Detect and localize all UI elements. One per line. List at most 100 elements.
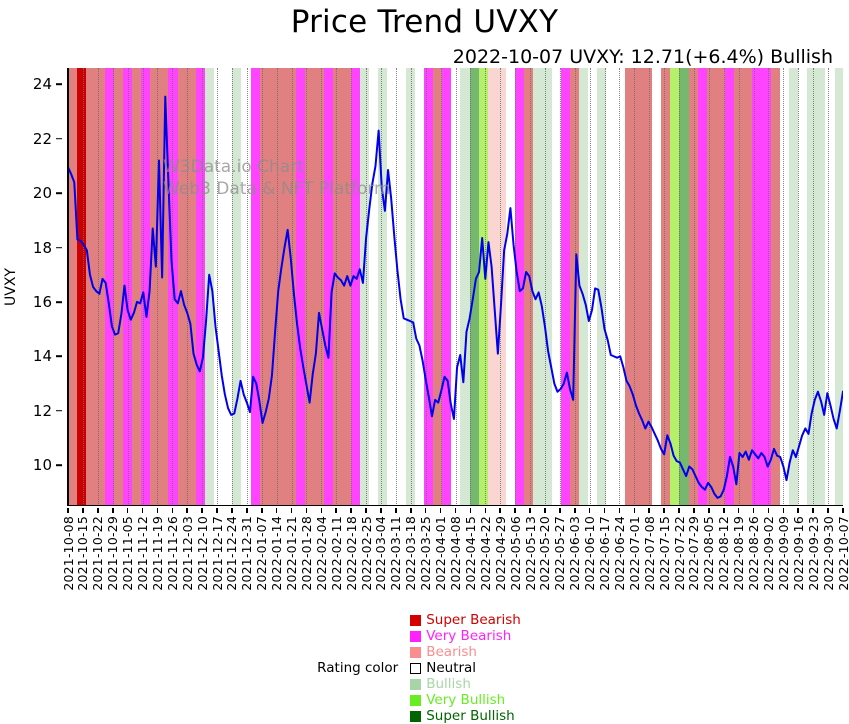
legend-swatch [410, 647, 421, 658]
legend-item[interactable]: Very Bearish [410, 628, 521, 644]
x-tick-label: 2022-05-13 [523, 516, 538, 591]
x-tick: 2021-11-19 [150, 508, 164, 604]
x-tick: 2022-04-22 [478, 508, 492, 604]
x-tick-label: 2022-04-15 [463, 516, 478, 591]
x-tick-mark [574, 508, 576, 513]
x-tick-label: 2022-01-28 [299, 516, 314, 591]
x-tick-mark [231, 508, 233, 513]
y-tick-mark [56, 192, 62, 194]
x-tick-mark [768, 508, 770, 513]
page-title: Price Trend UVXY [0, 4, 849, 40]
legend-item[interactable]: Bearish [410, 644, 521, 660]
x-tick: 2021-11-12 [136, 508, 150, 604]
y-tick-mark [56, 138, 62, 140]
x-tick-mark [708, 508, 710, 513]
price-line [68, 68, 843, 506]
x-tick-label: 2021-10-29 [105, 516, 120, 591]
x-tick-label: 2021-12-17 [210, 516, 225, 591]
x-tick: 2021-10-29 [106, 508, 120, 604]
x-tick-label: 2022-02-18 [344, 516, 359, 591]
x-tick-mark [723, 508, 725, 513]
legend-swatch [410, 679, 421, 690]
x-tick-mark [127, 508, 129, 513]
x-tick: 2022-04-29 [493, 508, 507, 604]
x-tick-label: 2021-10-15 [75, 516, 90, 591]
x-tick-mark [216, 508, 218, 513]
legend-item[interactable]: Super Bullish [410, 708, 521, 724]
x-tick-label: 2022-04-29 [493, 516, 508, 591]
x-tick-mark [440, 508, 442, 513]
y-axis-title: UVXY [2, 68, 20, 506]
x-tick-mark [455, 508, 457, 513]
x-tick: 2021-10-08 [61, 508, 75, 604]
x-tick-mark [589, 508, 591, 513]
x-tick-mark [797, 508, 799, 513]
legend-item[interactable]: Super Bearish [410, 612, 521, 628]
chart-page: Price Trend UVXY 2022-10-07 UVXY: 12.71(… [0, 0, 849, 641]
y-tick-label: 16 [33, 293, 52, 311]
x-tick-label: 2022-09-30 [821, 516, 836, 591]
x-tick-label: 2021-10-22 [90, 516, 105, 591]
x-tick-mark [753, 508, 755, 513]
x-tick-mark [634, 508, 636, 513]
x-tick-label: 2022-07-01 [627, 516, 642, 591]
x-tick-label: 2022-07-08 [642, 516, 657, 591]
x-tick-label: 2021-11-26 [165, 516, 180, 591]
x-tick-mark [738, 508, 740, 513]
x-tick: 2021-12-24 [225, 508, 239, 604]
x-tick: 2021-12-17 [210, 508, 224, 604]
x-tick-label: 2022-02-04 [314, 516, 329, 591]
x-tick-label: 2022-09-09 [776, 516, 791, 591]
x-tick-mark [544, 508, 546, 513]
x-tick-mark [470, 508, 472, 513]
x-tick-mark [499, 508, 501, 513]
x-tick: 2022-06-17 [598, 508, 612, 604]
legend-item-label: Very Bearish [426, 628, 511, 644]
x-tick: 2021-10-15 [76, 508, 90, 604]
x-tick: 2021-12-03 [180, 508, 194, 604]
x-tick-label: 2021-11-05 [120, 516, 135, 591]
x-tick: 2022-05-13 [523, 508, 537, 604]
x-tick-mark [261, 508, 263, 513]
x-tick-mark [186, 508, 188, 513]
x-tick-mark [425, 508, 427, 513]
x-tick-mark [395, 508, 397, 513]
legend-item[interactable]: Bullish [410, 676, 521, 692]
x-tick: 2022-07-15 [657, 508, 671, 604]
x-tick-label: 2022-01-14 [269, 516, 284, 591]
y-tick-mark [56, 247, 62, 249]
x-tick: 2022-04-08 [449, 508, 463, 604]
y-tick-mark [56, 84, 62, 86]
x-tick-label: 2022-03-04 [373, 516, 388, 591]
x-tick: 2022-01-21 [285, 508, 299, 604]
x-tick-mark [291, 508, 293, 513]
x-tick-label: 2021-11-19 [150, 516, 165, 591]
x-tick-label: 2022-04-22 [478, 516, 493, 591]
legend-item[interactable]: Neutral [410, 660, 521, 676]
y-tick-mark [56, 410, 62, 412]
x-tick: 2022-04-15 [463, 508, 477, 604]
legend-item[interactable]: Very Bullish [410, 692, 521, 708]
x-tick: 2022-07-29 [687, 508, 701, 604]
x-tick: 2022-05-27 [553, 508, 567, 604]
x-tick-mark [604, 508, 606, 513]
x-tick-label: 2022-06-03 [567, 516, 582, 591]
price-line-path [68, 97, 843, 498]
x-tick-label: 2022-09-02 [761, 516, 776, 591]
x-tick-mark [172, 508, 174, 513]
x-tick-label: 2022-06-24 [612, 516, 627, 591]
chart-subtitle: 2022-10-07 UVXY: 12.71(+6.4%) Bullish [453, 46, 833, 68]
x-tick-mark [67, 508, 69, 513]
x-tick-mark [201, 508, 203, 513]
x-tick: 2022-07-22 [672, 508, 686, 604]
x-tick-label: 2022-05-06 [508, 516, 523, 591]
x-tick: 2022-09-02 [761, 508, 775, 604]
x-tick: 2022-03-18 [404, 508, 418, 604]
x-tick: 2022-05-20 [538, 508, 552, 604]
x-tick: 2021-11-26 [165, 508, 179, 604]
legend-item-label: Super Bullish [426, 708, 515, 724]
x-tick-label: 2022-09-23 [806, 516, 821, 591]
